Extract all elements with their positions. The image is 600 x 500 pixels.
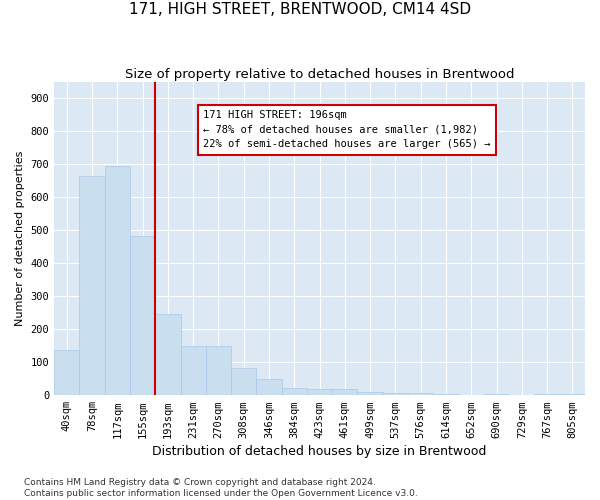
Bar: [231, 368, 256, 395]
Bar: [433, 394, 458, 395]
Bar: [358, 392, 383, 395]
Bar: [256, 380, 281, 395]
Bar: [79, 176, 105, 395]
Bar: [560, 394, 585, 395]
Text: 171, HIGH STREET, BRENTWOOD, CM14 4SD: 171, HIGH STREET, BRENTWOOD, CM14 4SD: [129, 2, 471, 18]
Text: Contains HM Land Registry data © Crown copyright and database right 2024.
Contai: Contains HM Land Registry data © Crown c…: [24, 478, 418, 498]
Bar: [383, 392, 408, 395]
Bar: [105, 166, 130, 395]
Text: 171 HIGH STREET: 196sqm
← 78% of detached houses are smaller (1,982)
22% of semi: 171 HIGH STREET: 196sqm ← 78% of detache…: [203, 110, 490, 150]
Bar: [206, 346, 231, 395]
Bar: [155, 314, 181, 395]
Bar: [281, 388, 307, 395]
Bar: [181, 346, 206, 395]
Bar: [54, 350, 79, 395]
Bar: [408, 392, 433, 395]
Bar: [332, 390, 358, 395]
Bar: [307, 390, 332, 395]
Bar: [484, 394, 509, 395]
Y-axis label: Number of detached properties: Number of detached properties: [15, 150, 25, 326]
Bar: [535, 394, 560, 395]
Bar: [130, 236, 155, 395]
X-axis label: Distribution of detached houses by size in Brentwood: Distribution of detached houses by size …: [152, 444, 487, 458]
Title: Size of property relative to detached houses in Brentwood: Size of property relative to detached ho…: [125, 68, 514, 80]
